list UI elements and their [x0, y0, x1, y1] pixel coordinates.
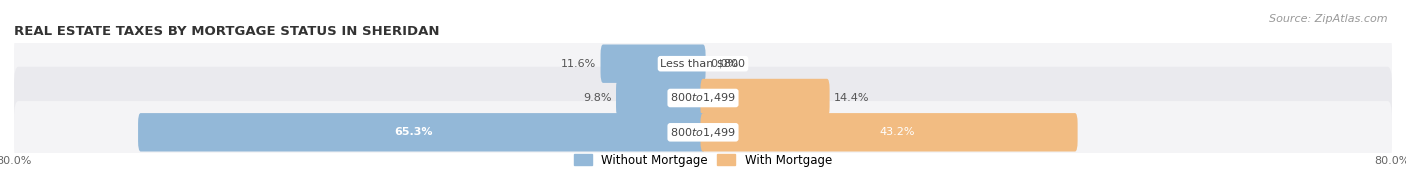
Text: 0.0%: 0.0% [710, 59, 738, 69]
FancyBboxPatch shape [700, 113, 1077, 152]
Text: Less than $800: Less than $800 [661, 59, 745, 69]
FancyBboxPatch shape [14, 67, 1392, 129]
Legend: Without Mortgage, With Mortgage: Without Mortgage, With Mortgage [574, 154, 832, 167]
Text: $800 to $1,499: $800 to $1,499 [671, 92, 735, 104]
FancyBboxPatch shape [616, 79, 706, 117]
Text: 14.4%: 14.4% [834, 93, 869, 103]
Text: Source: ZipAtlas.com: Source: ZipAtlas.com [1270, 14, 1388, 24]
FancyBboxPatch shape [14, 33, 1392, 95]
Text: 11.6%: 11.6% [561, 59, 596, 69]
Text: REAL ESTATE TAXES BY MORTGAGE STATUS IN SHERIDAN: REAL ESTATE TAXES BY MORTGAGE STATUS IN … [14, 25, 440, 38]
Text: 9.8%: 9.8% [583, 93, 612, 103]
FancyBboxPatch shape [600, 44, 706, 83]
Text: 65.3%: 65.3% [394, 127, 433, 137]
Text: 43.2%: 43.2% [880, 127, 915, 137]
FancyBboxPatch shape [14, 101, 1392, 163]
FancyBboxPatch shape [138, 113, 706, 152]
Text: $800 to $1,499: $800 to $1,499 [671, 126, 735, 139]
FancyBboxPatch shape [700, 79, 830, 117]
